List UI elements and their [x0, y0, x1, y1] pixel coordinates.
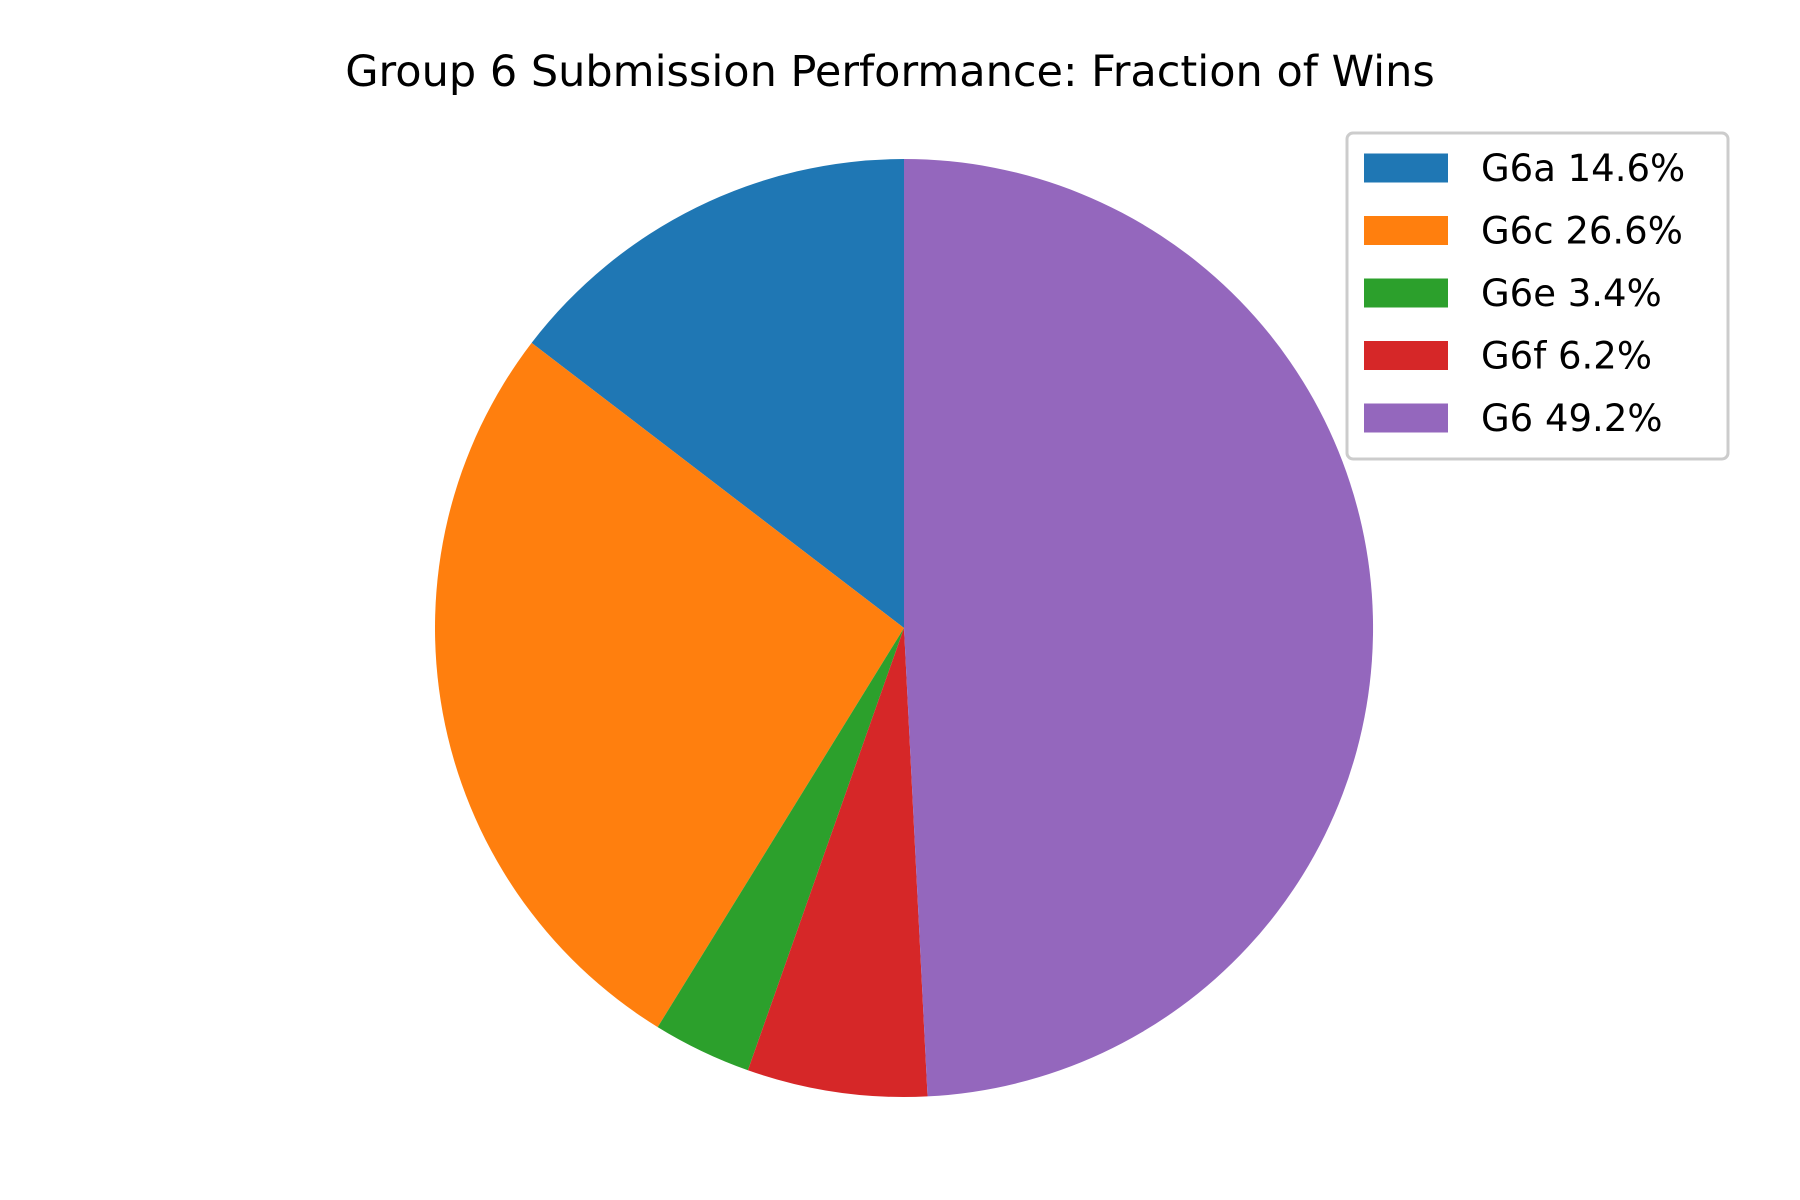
chart-title: Group 6 Submission Performance: Fraction…: [345, 47, 1435, 97]
pie-slice-5: [904, 158, 1374, 1097]
legend-label-3: G6e 3.4%: [1481, 272, 1662, 315]
legend-swatch-5: [1364, 403, 1448, 433]
pie-slice-3: [657, 628, 904, 1071]
legend-label-2: G6c 26.6%: [1481, 210, 1683, 253]
legend-frame: [1345, 131, 1730, 461]
pie-slice-1: [531, 159, 904, 628]
legend-label-5: G6 49.2%: [1481, 397, 1663, 440]
legend-swatch-2: [1364, 216, 1448, 245]
legend-label-4: G6f 6.2%: [1481, 335, 1652, 378]
legend-swatch-4: [1364, 341, 1448, 370]
legend-swatch-3: [1364, 278, 1448, 308]
legend-swatch-1: [1364, 153, 1448, 183]
pie-slice-2: [434, 342, 904, 1028]
legend-items: G6a 14.6% G6c 26.6% G6e 3.4% G6f 6.2% G6 49.…: [1364, 147, 1685, 440]
pie-slice-4: [747, 628, 928, 1098]
legend-label-1: G6a 14.6%: [1481, 147, 1685, 190]
pie-slices: [434, 158, 1374, 1098]
legend: G6a 14.6% G6c 26.6% G6e 3.4% G6f 6.2% G6 49.…: [1345, 131, 1730, 461]
